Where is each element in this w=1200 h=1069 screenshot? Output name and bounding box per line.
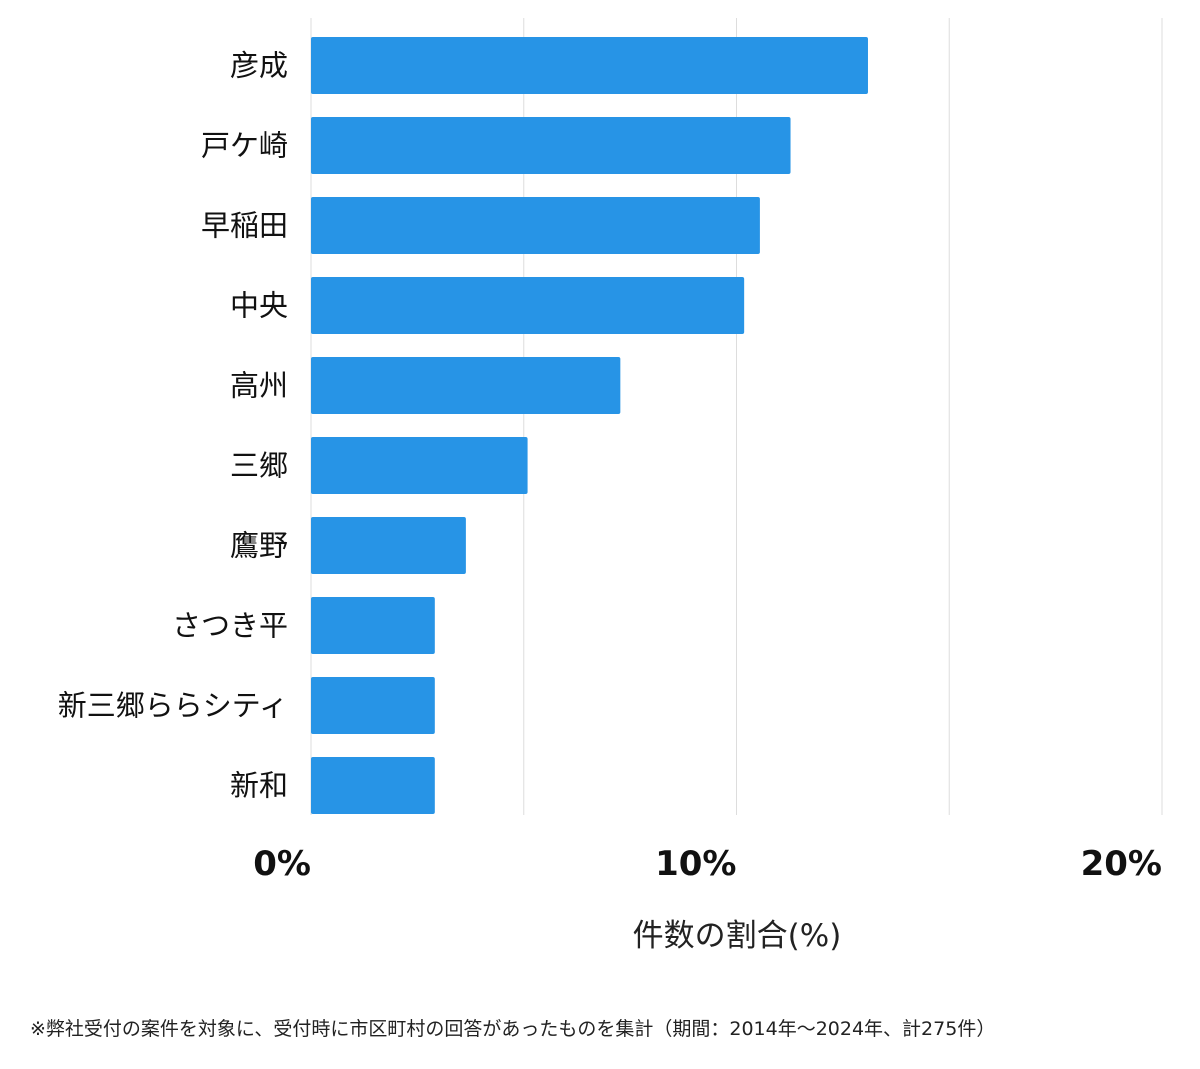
- footnote: ※弊社受付の案件を対象に、受付時に市区町村の回答があったものを集計（期間：201…: [30, 1018, 996, 1040]
- bar: [311, 677, 435, 734]
- bar: [311, 597, 435, 654]
- x-tick-label: 10%: [655, 844, 736, 884]
- category-label: 中央: [230, 289, 288, 323]
- category-label: 鷹野: [230, 529, 288, 563]
- category-label: 新和: [230, 769, 288, 803]
- bar: [311, 197, 760, 254]
- category-label: 彦成: [230, 49, 288, 83]
- category-label: 三郷: [230, 449, 288, 483]
- category-label: 新三郷ららシティ: [58, 689, 288, 723]
- x-tick-label: 0%: [253, 844, 311, 884]
- bar: [311, 357, 621, 414]
- x-axis-label: 件数の割合(%): [633, 918, 842, 954]
- category-label: さつき平: [172, 609, 288, 643]
- bar: [311, 117, 791, 174]
- category-label: 高州: [230, 369, 288, 403]
- x-tick-label: 20%: [1081, 844, 1162, 884]
- category-label: 戸ケ崎: [201, 129, 288, 163]
- bar: [311, 277, 745, 334]
- bar: [311, 517, 466, 574]
- bar: [311, 757, 435, 814]
- bar: [311, 37, 868, 94]
- bar: [311, 437, 528, 494]
- category-label: 早稲田: [201, 209, 288, 243]
